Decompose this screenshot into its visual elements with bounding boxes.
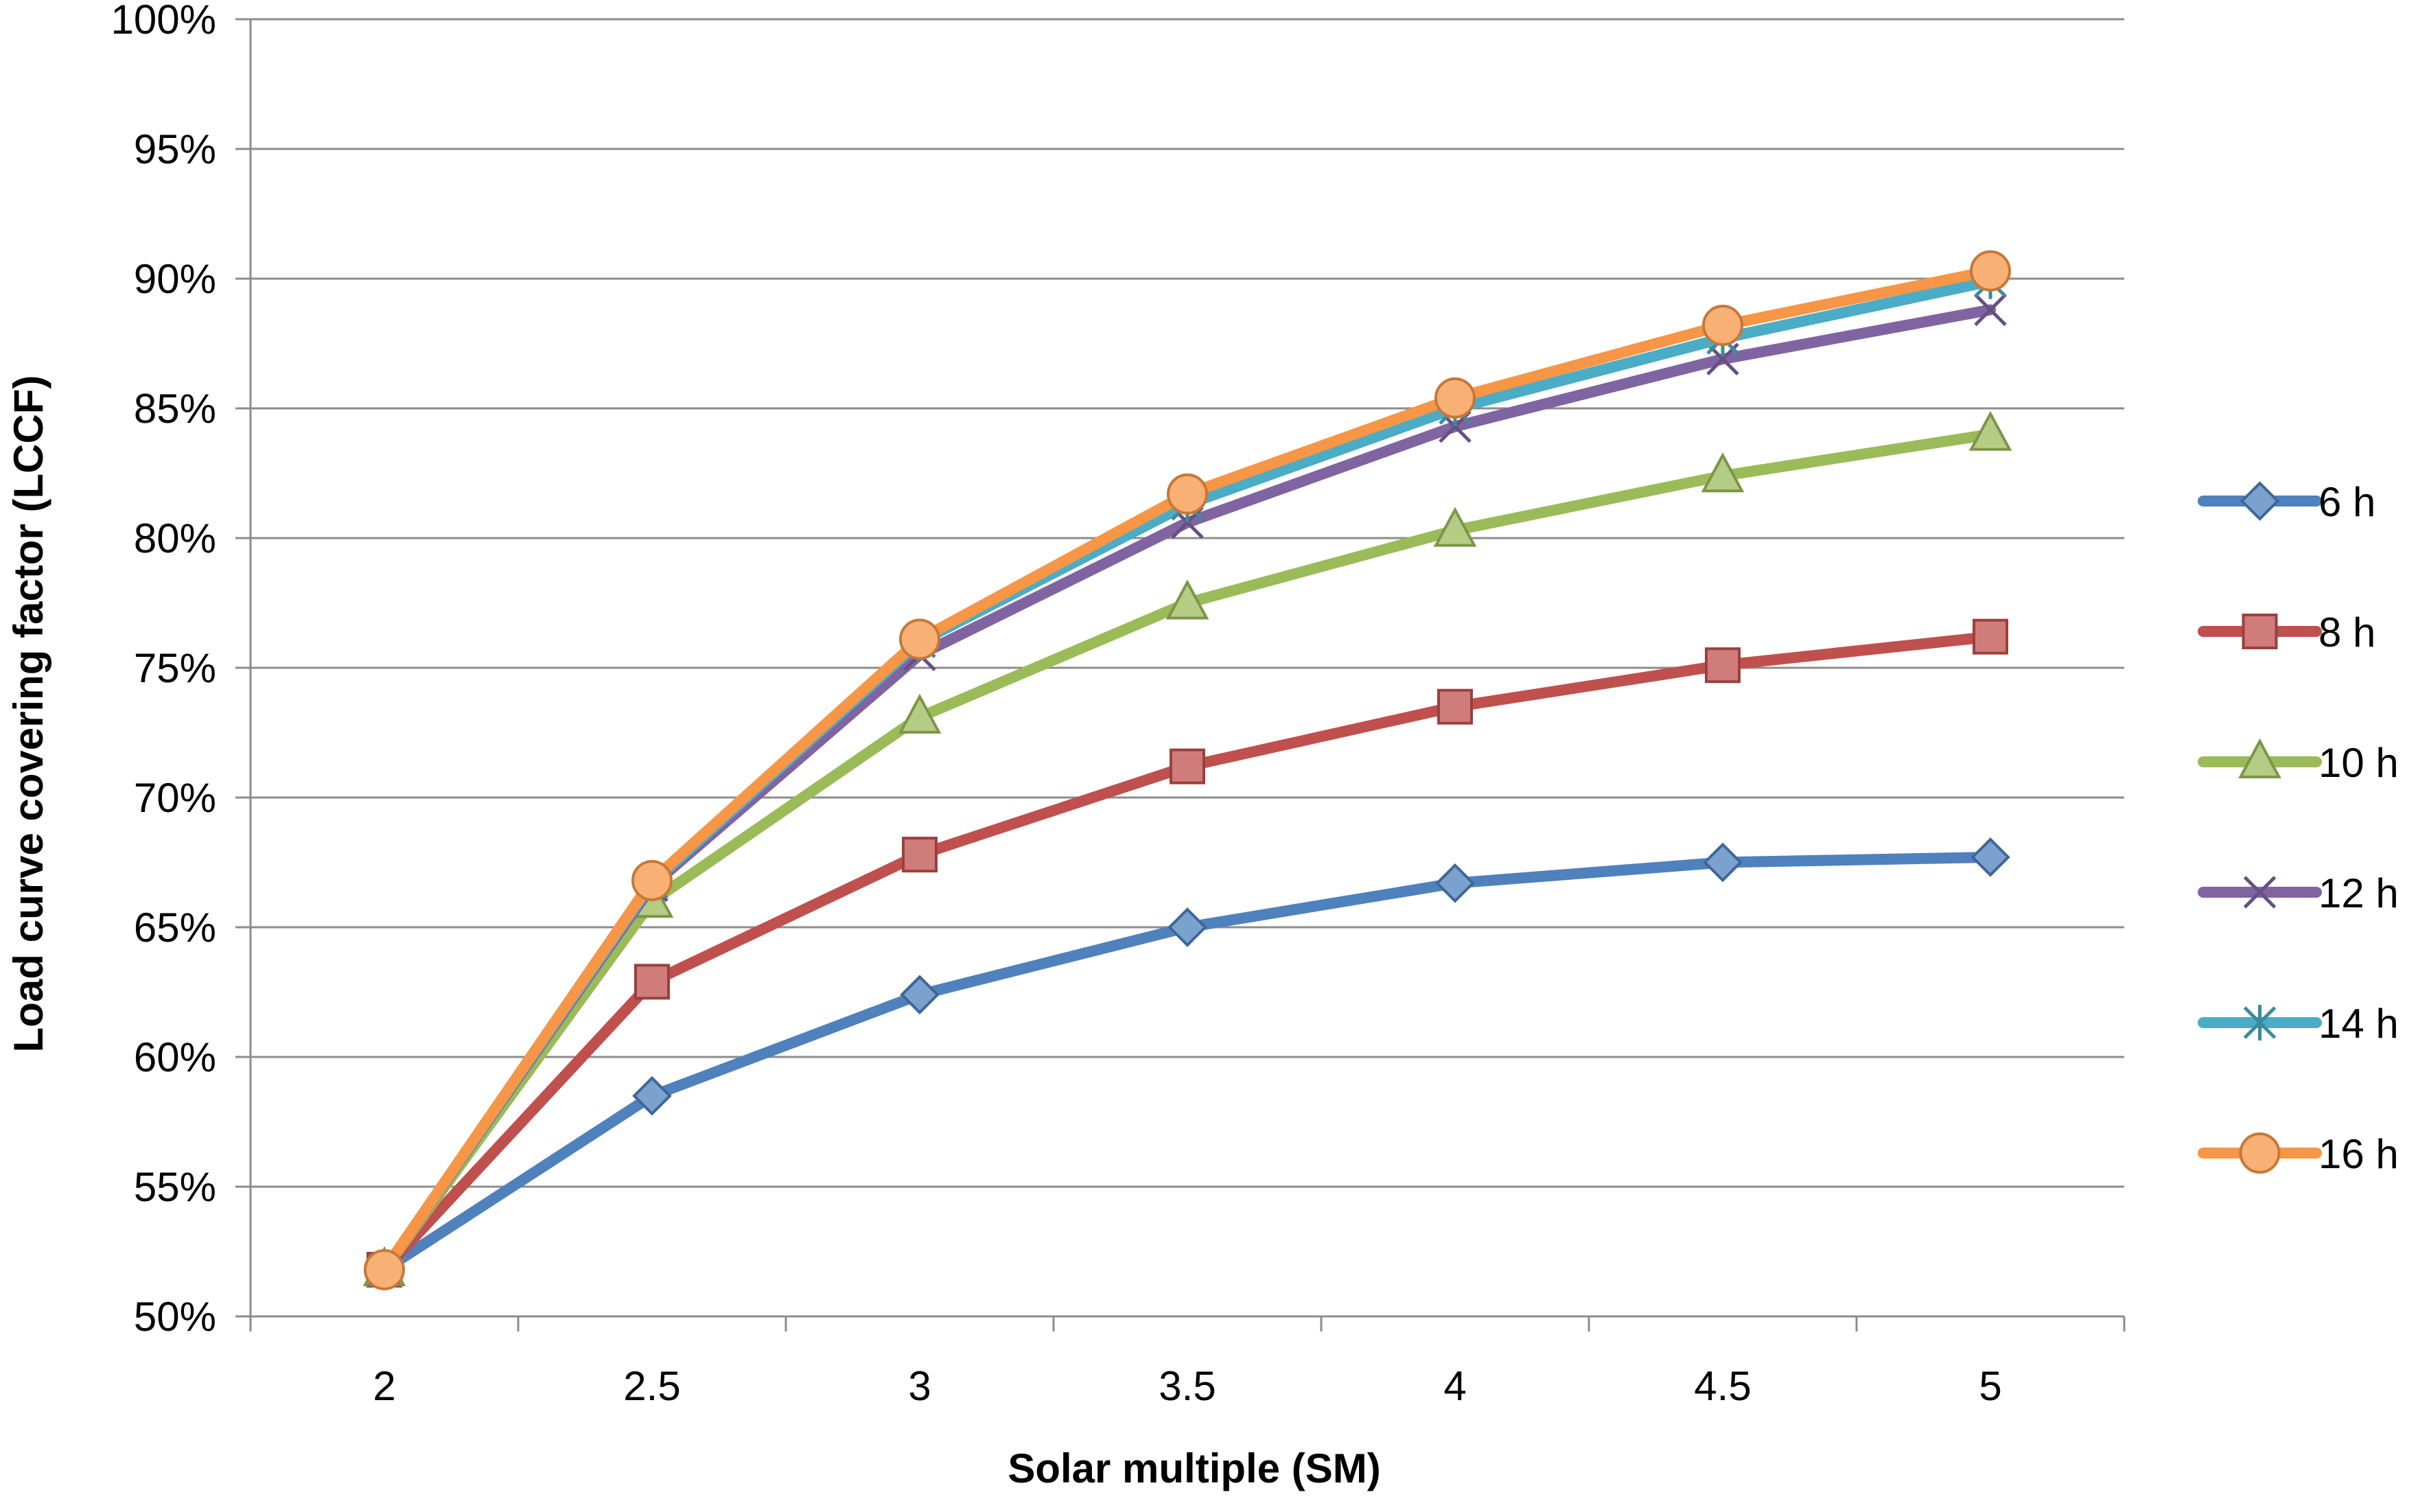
series-line: [379, 428, 1996, 1275]
legend-item: 6 h: [2198, 479, 2375, 525]
data-point-marker: [1165, 579, 1209, 620]
data-point-marker: [899, 618, 940, 660]
data-point-marker: [1968, 410, 2012, 451]
y-tick-label: 50%: [134, 1294, 216, 1340]
data-point-marker: [1433, 507, 1477, 547]
data-point-marker: [1434, 377, 1476, 419]
legend-label: 14 h: [2318, 1001, 2399, 1047]
legend-marker: [2243, 876, 2277, 909]
data-point-marker: [1973, 618, 2008, 655]
y-tick-label: 90%: [134, 256, 216, 302]
y-tick-label: 60%: [134, 1034, 216, 1080]
data-point-marker: [898, 693, 942, 734]
legend-marker: [2238, 738, 2281, 778]
series-x: [368, 293, 2007, 1286]
data-point-marker: [1701, 452, 1745, 493]
data-point-marker: [1971, 837, 2010, 877]
data-point-marker: [631, 859, 673, 901]
legend-label: 12 h: [2318, 870, 2399, 916]
legend-marker: [2242, 614, 2278, 649]
x-tick-label: 3.5: [1159, 1363, 1216, 1409]
legend-marker: [2243, 1005, 2277, 1040]
legend-item: 12 h: [2198, 870, 2399, 916]
legend-item: 10 h: [2198, 738, 2399, 786]
data-point-marker: [364, 1248, 405, 1290]
data-point-marker: [1437, 688, 1473, 725]
legend-item: 14 h: [2198, 1001, 2399, 1047]
data-point-marker: [1435, 863, 1475, 903]
series-group: [362, 250, 2012, 1290]
y-tick-label: 75%: [134, 645, 216, 691]
series-diamond: [364, 837, 2010, 1290]
y-axis-title: Load curve covering factor (LCCF): [5, 375, 51, 1053]
y-tick-label: 80%: [134, 515, 216, 561]
legend-label: 6 h: [2318, 479, 2375, 525]
legend-item: 8 h: [2198, 609, 2375, 655]
legend-label: 8 h: [2318, 609, 2375, 655]
x-tick-label: 5: [1979, 1363, 2001, 1409]
legend-marker: [2240, 481, 2280, 521]
data-point-marker: [1167, 473, 1208, 515]
legend-item: 16 h: [2198, 1131, 2399, 1177]
legend-label: 10 h: [2318, 740, 2399, 786]
data-point-marker: [1170, 748, 1205, 784]
data-point-marker: [1970, 250, 2011, 292]
data-point-marker: [902, 837, 938, 873]
data-point-marker: [634, 964, 670, 1000]
x-tick-label: 2.5: [623, 1363, 680, 1409]
series-line: [379, 631, 1996, 1275]
data-point-marker: [1167, 907, 1207, 947]
legend-marker: [2239, 1132, 2281, 1174]
data-point-marker: [1705, 647, 1741, 684]
data-point-marker: [1703, 842, 1743, 883]
x-axis-title: Solar multiple (SM): [1008, 1445, 1380, 1491]
series-line: [379, 304, 1996, 1275]
y-tick-label: 55%: [134, 1164, 216, 1210]
legend: 6 h 8 h 10 h 12 h 14 h 16 h: [2198, 479, 2399, 1177]
y-tick-label: 95%: [134, 126, 216, 172]
x-tick-label: 4: [1443, 1363, 1466, 1409]
y-tick-label: 100%: [111, 0, 216, 43]
x-tick-label: 3: [908, 1363, 931, 1409]
series-triangle: [362, 410, 2012, 1286]
series-circle: [364, 250, 2011, 1290]
y-tick-label: 85%: [134, 386, 216, 432]
y-tick-label: 70%: [134, 775, 216, 821]
x-tick-label: 2: [373, 1363, 395, 1409]
gridlines: [251, 18, 2124, 1318]
axes: 50% 55% 60% 65% 70% 75% 80% 85% 90% 95% 100% 2 2.5 3 3…: [111, 0, 2126, 1409]
data-point-marker: [1974, 293, 2007, 327]
data-point-marker: [632, 1075, 672, 1116]
x-tick-label: 4.5: [1694, 1363, 1751, 1409]
data-point-marker: [900, 975, 940, 1015]
data-point-marker: [1702, 305, 1743, 347]
legend-label: 16 h: [2318, 1131, 2399, 1177]
y-tick-label: 65%: [134, 905, 216, 951]
